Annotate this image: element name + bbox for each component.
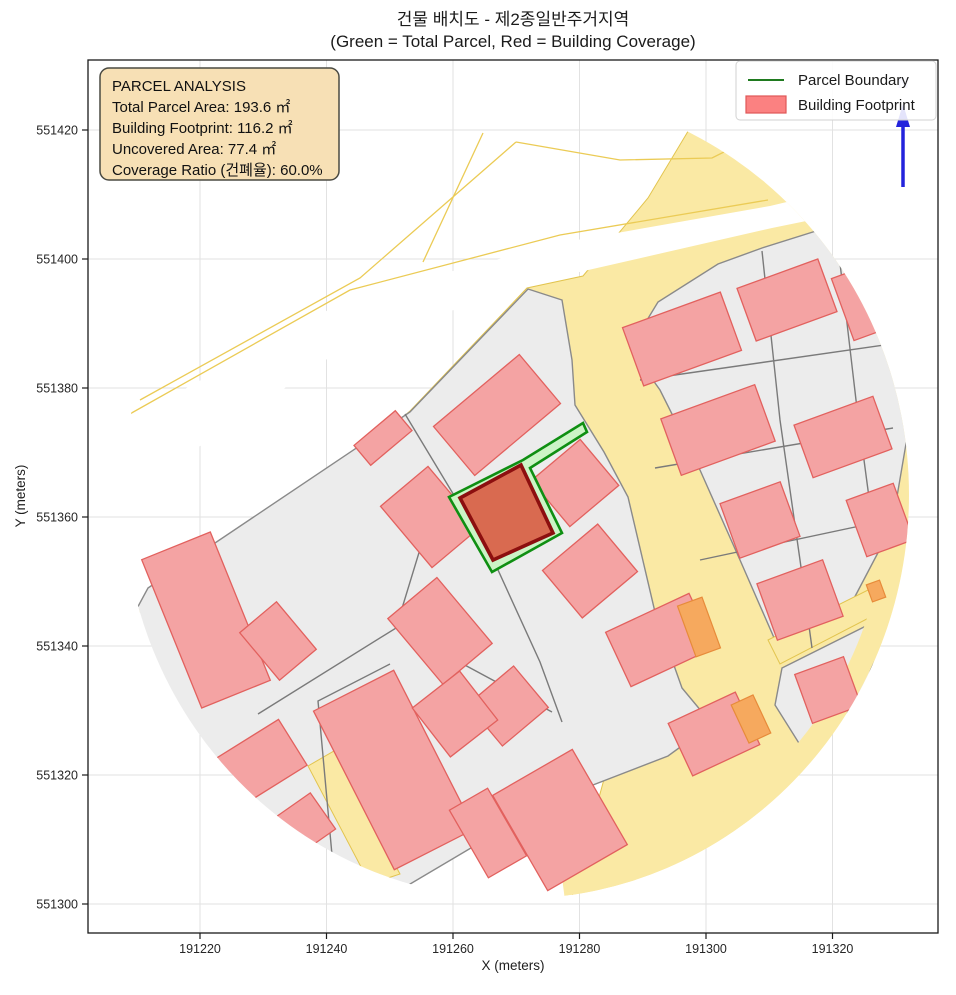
- building: [491, 748, 629, 892]
- ytick-label-551400: 551400: [36, 253, 78, 267]
- building: [541, 523, 639, 619]
- ytick-label-551320: 551320: [36, 769, 78, 783]
- road-lane-line: [139, 141, 517, 401]
- xtick-label-191280: 191280: [559, 942, 601, 956]
- xtick-label-191300: 191300: [685, 942, 727, 956]
- plot-subtitle: (Green = Total Parcel, Red = Building Co…: [330, 32, 695, 51]
- infobox-footprint: Building Footprint: 116.2 ㎡: [112, 120, 293, 137]
- infobox-background: [99, 67, 340, 181]
- building: [238, 600, 318, 682]
- road-lane-line: [127, 199, 769, 416]
- ytick-label-551420: 551420: [36, 124, 78, 138]
- building: [411, 670, 499, 758]
- ytick-label-551340: 551340: [36, 640, 78, 654]
- building: [719, 480, 801, 560]
- y-axis-label: Y (meters): [13, 465, 28, 528]
- building-orange: [865, 579, 887, 603]
- building: [432, 353, 562, 477]
- building: [379, 465, 481, 569]
- legend: Parcel Boundary Building Footprint: [735, 60, 937, 121]
- building-orange: [676, 596, 722, 658]
- building: [756, 558, 844, 642]
- parcel-line: [317, 663, 391, 867]
- road-lane-line: [422, 132, 484, 263]
- road-median-strip: [123, 195, 816, 494]
- building: [353, 409, 413, 467]
- x-axis-label: X (meters): [481, 958, 544, 973]
- infobox-uncovered: Uncovered Area: 77.4 ㎡: [112, 141, 276, 158]
- infobox-title: PARCEL ANALYSIS: [112, 78, 246, 95]
- building: [621, 291, 743, 387]
- axes-frame: [87, 59, 939, 934]
- road-strip-southwest: [307, 750, 401, 885]
- ytick-label-551380: 551380: [36, 382, 78, 396]
- legend-building-patch-swatch: [745, 95, 787, 114]
- building: [140, 531, 272, 709]
- road-ring-southeast: [561, 561, 903, 896]
- xtick-label-191260: 191260: [432, 942, 474, 956]
- building: [312, 669, 476, 871]
- building: [448, 787, 528, 879]
- building: [659, 383, 777, 477]
- infobox-coverage-ratio: Coverage Ratio (건폐율): 60.0%: [112, 162, 323, 179]
- plot-title: 건물 배치도 - 제2종일반주거지역: [397, 10, 630, 29]
- xtick-label-191240: 191240: [306, 942, 348, 956]
- tick-layer: 191220 191240 191260 191280 191300 191320 5513…: [36, 124, 853, 957]
- building: [793, 395, 893, 479]
- infobox-total-area: Total Parcel Area: 193.6 ㎡: [112, 99, 290, 116]
- parcel-line: [639, 341, 906, 381]
- ytick-label-551300: 551300: [36, 898, 78, 912]
- building: [845, 482, 909, 558]
- building: [736, 258, 838, 342]
- xtick-label-191220: 191220: [179, 942, 221, 956]
- building-orange: [730, 694, 772, 744]
- building: [793, 655, 863, 725]
- xtick-label-191320: 191320: [812, 942, 854, 956]
- legend-building-label: Building Footprint: [798, 97, 916, 114]
- legend-parcel-label: Parcel Boundary: [798, 72, 909, 89]
- parcel-analysis-infobox: PARCEL ANALYSIS Total Parcel Area: 193.6…: [99, 67, 340, 181]
- ytick-label-551360: 551360: [36, 511, 78, 525]
- target-building-footprint: [457, 462, 556, 563]
